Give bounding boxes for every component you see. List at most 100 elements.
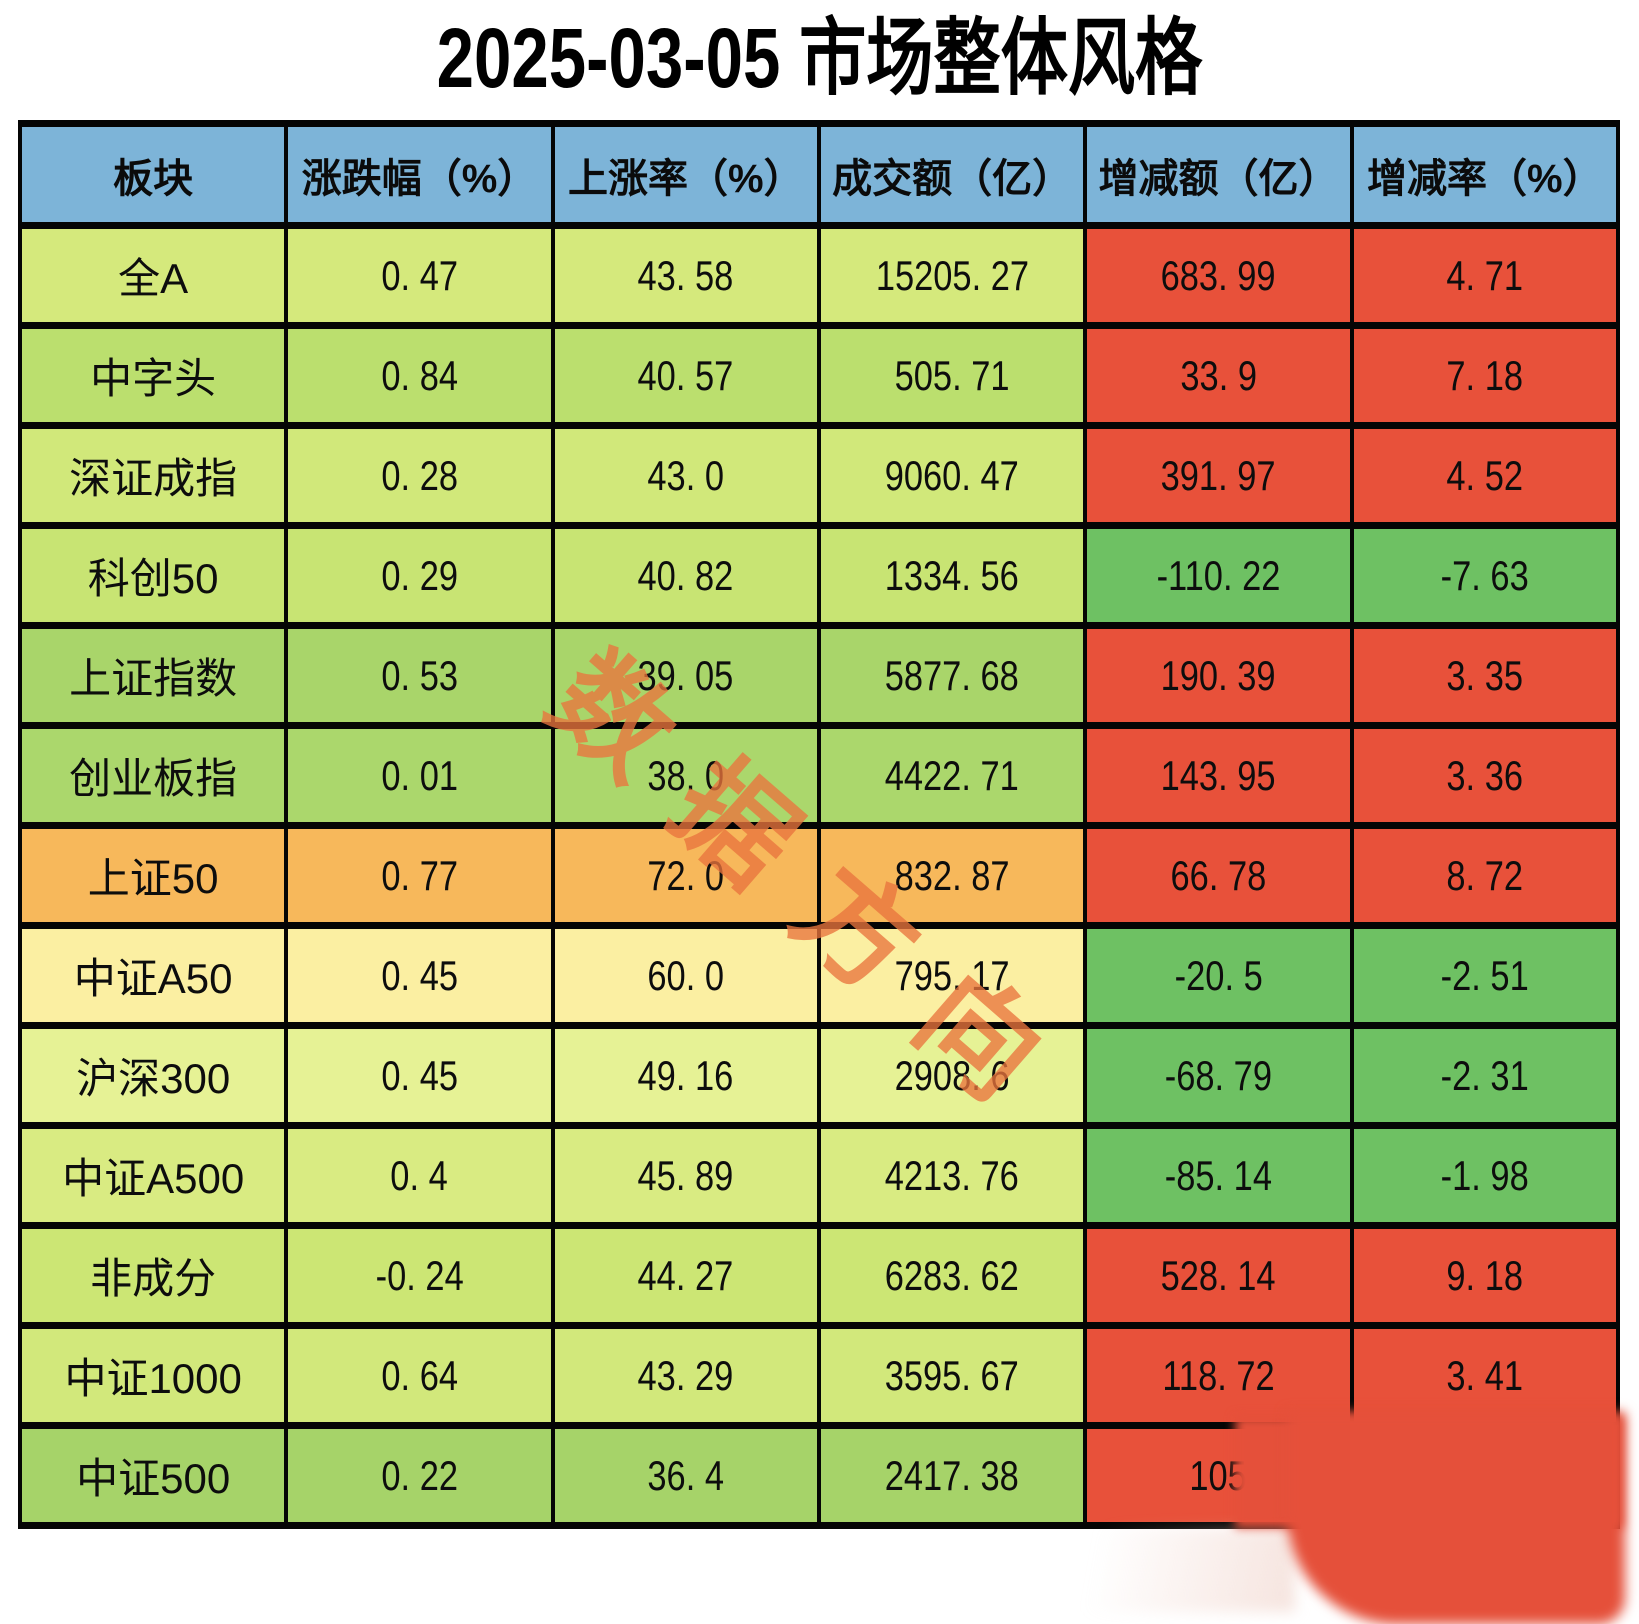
cell-delta-amount: -85. 14 (1083, 1122, 1354, 1229)
header-row: 板块 涨跌幅（%） 上涨率（%） 成交额（亿） 增减额（亿） 增减率（%） (17, 120, 1621, 229)
column-header: 成交额（亿） (816, 120, 1088, 229)
cell-turnover: 505. 71 (816, 322, 1088, 429)
cell-turnover: 832. 87 (816, 822, 1088, 929)
cell-turnover: 2417. 38 (816, 1422, 1088, 1529)
column-header: 增减额（亿） (1083, 120, 1354, 229)
cell-sector: 全A (17, 222, 289, 329)
table-row: 上证50 0. 77 72. 0 832. 87 66. 78 8. 72 (17, 822, 1621, 929)
table-row: 中证500 0. 22 36. 4 2417. 38 105. (17, 1422, 1621, 1529)
cell-delta-rate: 3. 36 (1349, 722, 1621, 829)
cell-rise-rate: 60. 0 (550, 922, 821, 1029)
cell-change-pct: 0. 45 (284, 1022, 555, 1129)
cell-sector: 科创50 (17, 522, 289, 629)
cell-rise-rate: 43. 29 (550, 1322, 821, 1429)
cell-change-pct: 0. 29 (284, 522, 555, 629)
cell-sector: 中证500 (17, 1422, 289, 1529)
cell-sector: 中证1000 (17, 1322, 289, 1429)
cell-delta-rate: 3. 41 (1349, 1322, 1621, 1429)
column-header: 板块 (17, 120, 289, 229)
table-row: 中证A50 0. 45 60. 0 795. 17 -20. 5 -2. 51 (17, 922, 1621, 1029)
cell-change-pct: 0. 77 (284, 822, 555, 929)
cell-change-pct: 0. 01 (284, 722, 555, 829)
cell-delta-amount: -110. 22 (1083, 522, 1354, 629)
table-row: 上证指数 0. 53 39. 05 5877. 68 190. 39 3. 35 (17, 622, 1621, 729)
cell-rise-rate: 40. 82 (550, 522, 821, 629)
cell-delta-amount: 391. 97 (1083, 422, 1354, 529)
cell-delta-amount: 118. 72 (1083, 1322, 1354, 1429)
cell-turnover: 2908. 6 (816, 1022, 1088, 1129)
column-header: 涨跌幅（%） (284, 120, 555, 229)
cell-turnover: 3595. 67 (816, 1322, 1088, 1429)
red-smudge-overlay-blob (1287, 1412, 1625, 1624)
cell-sector: 中字头 (17, 322, 289, 429)
cell-sector: 中证A50 (17, 922, 289, 1029)
cell-sector: 创业板指 (17, 722, 289, 829)
cell-delta-rate: 9. 18 (1349, 1222, 1621, 1329)
cell-delta-rate: -7. 63 (1349, 522, 1621, 629)
cell-delta-rate: 4. 52 (1349, 422, 1621, 529)
table-row: 深证成指 0. 28 43. 0 9060. 47 391. 97 4. 52 (17, 422, 1621, 529)
cell-rise-rate: 39. 05 (550, 622, 821, 729)
cell-rise-rate: 72. 0 (550, 822, 821, 929)
table-body: 全A 0. 47 43. 58 15205. 27 683. 99 4. 71 中字头 0. … (17, 222, 1621, 1529)
cell-delta-amount: 528. 14 (1083, 1222, 1354, 1329)
cell-turnover: 5877. 68 (816, 622, 1088, 729)
cell-delta-amount: -68. 79 (1083, 1022, 1354, 1129)
cell-sector: 非成分 (17, 1222, 289, 1329)
cell-change-pct: 0. 84 (284, 322, 555, 429)
cell-rise-rate: 36. 4 (550, 1422, 821, 1529)
cell-change-pct: 0. 45 (284, 922, 555, 1029)
cell-change-pct: 0. 47 (284, 222, 555, 329)
cell-delta-amount: 190. 39 (1083, 622, 1354, 729)
cell-turnover: 1334. 56 (816, 522, 1088, 629)
cell-rise-rate: 45. 89 (550, 1122, 821, 1229)
cell-rise-rate: 44. 27 (550, 1222, 821, 1329)
cell-delta-amount: 66. 78 (1083, 822, 1354, 929)
cell-turnover: 795. 17 (816, 922, 1088, 1029)
cell-rise-rate: 38. 0 (550, 722, 821, 829)
column-header: 上涨率（%） (550, 120, 821, 229)
cell-change-pct: 0. 22 (284, 1422, 555, 1529)
page-title: 2025-03-05 市场整体风格 (436, 11, 1203, 105)
cell-sector: 深证成指 (17, 422, 289, 529)
cell-delta-amount: 33. 9 (1083, 322, 1354, 429)
cell-rise-rate: 43. 0 (550, 422, 821, 529)
cell-sector: 中证A500 (17, 1122, 289, 1229)
cell-delta-rate: 8. 72 (1349, 822, 1621, 929)
cell-change-pct: 0. 28 (284, 422, 555, 529)
cell-delta-rate: 3. 35 (1349, 622, 1621, 729)
table-row: 中证1000 0. 64 43. 29 3595. 67 118. 72 3. 41 (17, 1322, 1621, 1429)
cell-rise-rate: 49. 16 (550, 1022, 821, 1129)
cell-delta-rate: 4. 71 (1349, 222, 1621, 329)
market-style-table: 板块 涨跌幅（%） 上涨率（%） 成交额（亿） 增减额（亿） 增减率（%） 全A 0. 47… (17, 120, 1621, 1529)
cell-turnover: 9060. 47 (816, 422, 1088, 529)
smudge-wash-gradient (985, 1528, 1295, 1612)
cell-change-pct: 0. 4 (284, 1122, 555, 1229)
cell-sector: 沪深300 (17, 1022, 289, 1129)
cell-delta-rate: -2. 31 (1349, 1022, 1621, 1129)
cell-turnover: 6283. 62 (816, 1222, 1088, 1329)
cell-change-pct: 0. 64 (284, 1322, 555, 1429)
cell-delta-amount: 143. 95 (1083, 722, 1354, 829)
table-row: 科创50 0. 29 40. 82 1334. 56 -110. 22 -7. 63 (17, 522, 1621, 629)
cell-delta-amount: -20. 5 (1083, 922, 1354, 1029)
table-row: 沪深300 0. 45 49. 16 2908. 6 -68. 79 -2. 31 (17, 1022, 1621, 1129)
table-row: 非成分 -0. 24 44. 27 6283. 62 528. 14 9. 18 (17, 1222, 1621, 1329)
cell-sector: 上证指数 (17, 622, 289, 729)
cell-delta-amount: 683. 99 (1083, 222, 1354, 329)
cell-rise-rate: 43. 58 (550, 222, 821, 329)
cell-turnover: 4422. 71 (816, 722, 1088, 829)
cell-delta-rate: -1. 98 (1349, 1122, 1621, 1229)
table-row: 中字头 0. 84 40. 57 505. 71 33. 9 7. 18 (17, 322, 1621, 429)
cell-turnover: 15205. 27 (816, 222, 1088, 329)
column-header: 增减率（%） (1349, 120, 1621, 229)
cell-turnover: 4213. 76 (816, 1122, 1088, 1229)
cell-change-pct: -0. 24 (284, 1222, 555, 1329)
table-row: 全A 0. 47 43. 58 15205. 27 683. 99 4. 71 (17, 222, 1621, 329)
cell-sector: 上证50 (17, 822, 289, 929)
cell-rise-rate: 40. 57 (550, 322, 821, 429)
cell-change-pct: 0. 53 (284, 622, 555, 729)
cell-delta-rate: -2. 51 (1349, 922, 1621, 1029)
cell-delta-rate: 7. 18 (1349, 322, 1621, 429)
table-row: 中证A500 0. 4 45. 89 4213. 76 -85. 14 -1. 98 (17, 1122, 1621, 1229)
